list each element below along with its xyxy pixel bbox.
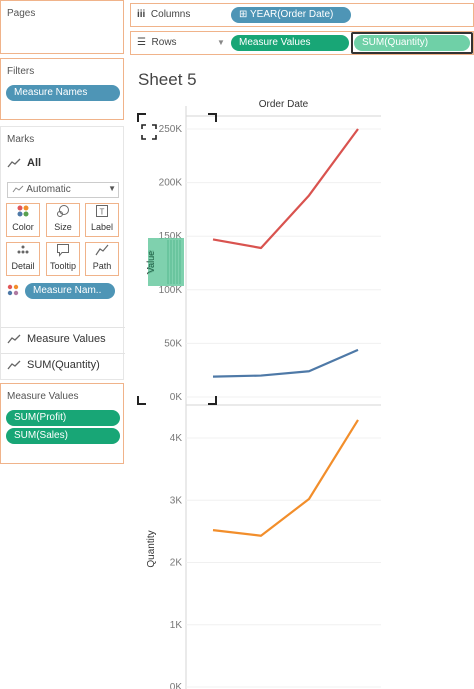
y-tick-label: 200K — [159, 178, 183, 189]
column-header: Order Date — [258, 99, 309, 110]
drop-hint-box — [148, 238, 184, 286]
tooltip-button-label: Tooltip — [49, 261, 76, 271]
marks-title: Marks — [7, 134, 35, 145]
columns-label: Columns — [150, 9, 191, 20]
measure-pill-sum-profit[interactable]: SUM(Profit) — [6, 410, 120, 426]
y-tick-label: 3K — [170, 495, 183, 506]
rows-label: Rows — [151, 37, 177, 48]
rows-shelf[interactable]: ☰ Rows ▼ Measure Values SUM(Quantity) — [130, 31, 474, 55]
columns-pill-label: YEAR(Order Date) — [250, 9, 334, 20]
y-tick-label: 4K — [170, 433, 183, 444]
plus-box-icon[interactable]: ⊞ — [239, 9, 248, 20]
y-tick-label: 0K — [170, 682, 183, 689]
label-button[interactable]: T Label — [85, 203, 119, 237]
columns-icon: iii — [137, 9, 146, 20]
y-tick-label: 250K — [159, 124, 183, 135]
y-tick-label: 1K — [170, 620, 183, 631]
mark-type-dropdown[interactable]: Automatic ▼ — [7, 182, 119, 198]
detail-button-label: Detail — [11, 261, 35, 271]
pages-title: Pages — [7, 8, 36, 19]
rows-pill-sum-quantity[interactable]: SUM(Quantity) — [354, 35, 470, 51]
line-mark-icon — [7, 334, 21, 344]
columns-pill-year-order-date[interactable]: ⊞ YEAR(Order Date) — [231, 7, 351, 23]
detail-dots-icon — [7, 243, 39, 261]
series-line — [212, 348, 359, 378]
measure-values-title: Measure Values — [7, 391, 79, 402]
fit-frame-icon — [141, 124, 146, 129]
measure-values-card[interactable]: Measure Values SUM(Profit) SUM(Sales) — [0, 383, 124, 464]
columns-shelf-label: iii Columns — [137, 9, 190, 20]
line-mark-icon — [7, 158, 21, 168]
color-button-label: Color — [12, 222, 34, 232]
fit-frame-icon — [152, 124, 157, 129]
label-button-label: Label — [90, 222, 114, 232]
drop-hint-label: Value — [146, 251, 156, 273]
y-tick-label: 50K — [164, 338, 182, 349]
selection-corner-bracket — [137, 396, 146, 405]
filters-title: Filters — [7, 66, 35, 77]
tooltip-button[interactable]: Tooltip — [46, 242, 80, 276]
selection-corner-bracket — [208, 113, 217, 122]
size-icon — [47, 204, 79, 222]
marks-all-tab[interactable]: All — [7, 157, 41, 169]
columns-shelf[interactable]: iii Columns ⊞ YEAR(Order Date) — [130, 3, 474, 27]
divider — [1, 327, 125, 328]
path-button-label: Path — [92, 261, 112, 271]
chevron-down-icon[interactable]: ▼ — [217, 38, 225, 47]
sheet-title: Sheet 5 — [138, 70, 197, 89]
selection-corner-bracket — [208, 396, 217, 405]
divider — [1, 353, 125, 354]
y-tick-label: 0K — [170, 392, 183, 403]
path-button[interactable]: Path — [85, 242, 119, 276]
size-button[interactable]: Size — [46, 203, 80, 237]
y-tick-label: 2K — [170, 558, 183, 569]
measure-pill-sum-sales[interactable]: SUM(Sales) — [6, 428, 120, 444]
rows-pill-selection-frame: SUM(Quantity) — [351, 32, 473, 54]
line-mark-icon — [7, 360, 21, 370]
rows-icon: ☰ — [137, 37, 146, 48]
pages-card[interactable]: Pages — [0, 0, 124, 54]
line-mark-icon — [12, 186, 24, 193]
marks-card: Marks All Automatic ▼ Color Size T Label… — [0, 126, 125, 380]
path-line-icon — [86, 243, 118, 261]
detail-button[interactable]: Detail — [6, 242, 40, 276]
series-line — [212, 419, 359, 537]
filter-pill-measure-names[interactable]: Measure Names — [6, 85, 120, 101]
y-tick-label: 100K — [159, 285, 183, 296]
marks-tab-measure-values[interactable]: Measure Values — [7, 333, 106, 345]
label-icon: T — [86, 204, 118, 222]
marks-tab-label: Measure Values — [27, 333, 106, 345]
chevron-down-icon[interactable]: ▼ — [108, 184, 116, 193]
color-pill-measure-names[interactable]: Measure Nam.. — [25, 283, 115, 299]
filters-card[interactable]: Filters Measure Names — [0, 58, 124, 120]
chart-svg[interactable]: 0K 50K 100K 150K 200K 250K Value 0K 1K 2K 3K 4K Quan… — [130, 62, 474, 689]
marks-tab-sum-quantity[interactable]: SUM(Quantity) — [7, 359, 100, 371]
marks-tab-label: SUM(Quantity) — [27, 359, 100, 371]
color-dots-icon — [7, 204, 39, 222]
mark-type-value: Automatic — [26, 184, 71, 195]
y-axis-label: Quantity — [146, 530, 157, 567]
size-button-label: Size — [54, 222, 72, 232]
tooltip-bubble-icon — [47, 243, 79, 261]
rows-shelf-label: ☰ Rows — [137, 37, 177, 48]
fit-frame-icon — [152, 135, 157, 140]
color-button[interactable]: Color — [6, 203, 40, 237]
series-line — [212, 128, 359, 250]
selection-corner-bracket — [137, 113, 146, 122]
color-legend-dots-icon — [7, 284, 21, 299]
fit-frame-icon — [141, 135, 146, 140]
svg-text:T: T — [100, 208, 105, 217]
marks-all-label: All — [27, 157, 42, 169]
viz-canvas[interactable]: Sheet 5 Order Date 0K 50K 100K 150K 200K 250K… — [130, 62, 474, 689]
rows-pill-measure-values[interactable]: Measure Values — [231, 35, 349, 51]
y-tick-label: 150K — [159, 231, 183, 242]
